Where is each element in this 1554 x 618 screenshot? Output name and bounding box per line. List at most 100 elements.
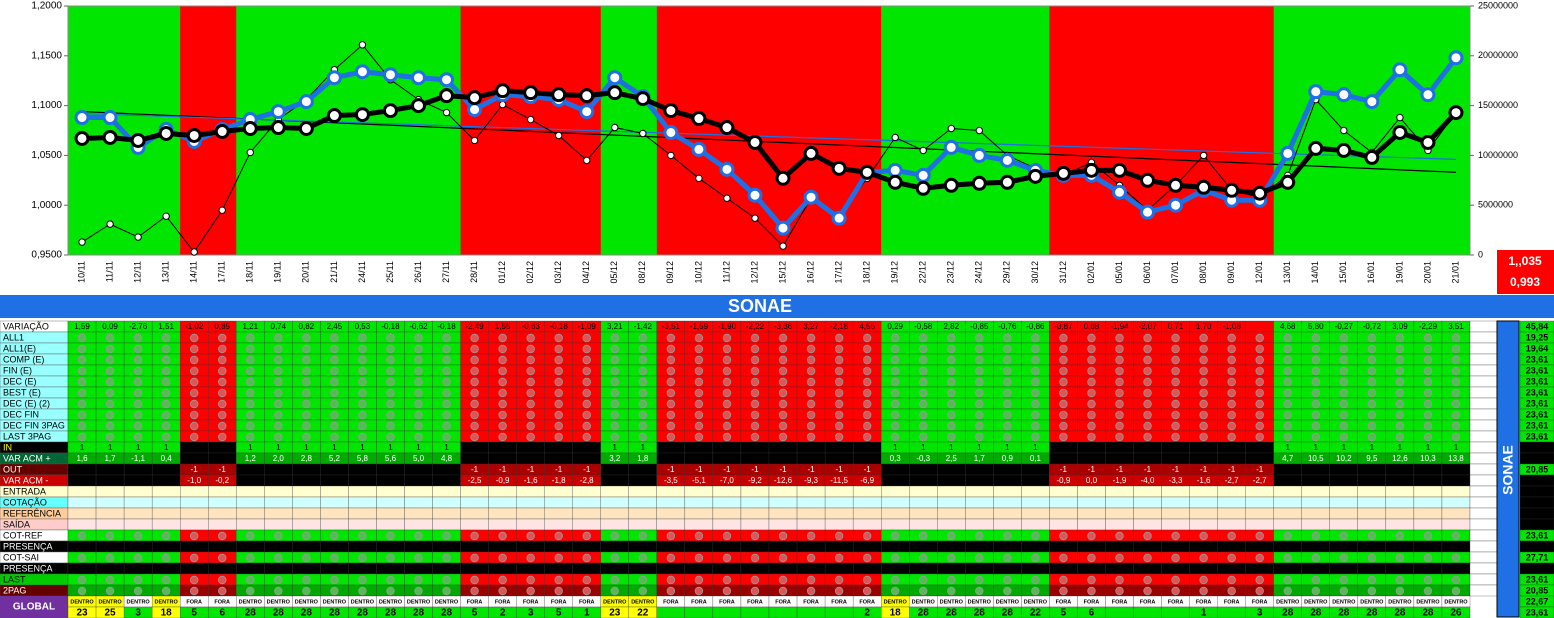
indicator — [1031, 388, 1040, 398]
indicator — [1255, 366, 1264, 376]
indicator — [414, 333, 423, 343]
indicator — [890, 432, 900, 442]
indicator — [414, 575, 423, 585]
table-cell — [1357, 463, 1387, 476]
global-cell — [768, 606, 798, 618]
indicator — [1451, 553, 1461, 563]
indicator — [1115, 553, 1124, 563]
indicator — [246, 388, 255, 398]
variation-value: 3,27 — [803, 322, 819, 331]
data-point — [1448, 105, 1464, 121]
indicator — [1255, 575, 1264, 585]
var-acm-minus-value: -1,9 — [1113, 476, 1127, 485]
indicator — [1255, 531, 1264, 541]
table-cell — [824, 496, 854, 509]
variation-value: 0,53 — [355, 322, 371, 331]
indicator — [610, 553, 619, 563]
row-label: COMP (E) — [3, 354, 44, 364]
var-acm-minus-value: 0,0 — [1086, 476, 1098, 485]
table-cell — [123, 518, 153, 531]
row-label: VARIAÇÃO — [3, 321, 49, 331]
blank-cell — [1469, 397, 1498, 410]
table-cell — [432, 507, 461, 520]
signal-zone — [1301, 6, 1331, 255]
table-cell — [881, 463, 910, 476]
table-cell — [264, 496, 293, 509]
global-value: 3 — [135, 608, 141, 618]
row-total: 23,61 — [1526, 365, 1549, 375]
indicator — [722, 366, 732, 376]
indicator — [1311, 575, 1320, 585]
indicator — [218, 410, 227, 420]
indicator — [1059, 366, 1068, 376]
table-cell — [796, 441, 826, 454]
table-cell — [993, 540, 1022, 553]
indicator — [1367, 421, 1377, 431]
indicator — [302, 366, 311, 376]
table-cell — [348, 474, 377, 487]
indicator — [1339, 355, 1349, 365]
table-cell — [1273, 540, 1302, 553]
total-cell — [1519, 606, 1554, 618]
var-acm-plus-value: 0,9 — [1002, 454, 1014, 463]
row-total: 19,25 — [1526, 332, 1549, 342]
table-cell — [740, 562, 770, 575]
indicator — [133, 586, 143, 596]
indicator — [274, 333, 283, 343]
indicator — [161, 575, 171, 585]
table-cell — [208, 452, 237, 465]
indicator — [470, 333, 479, 343]
indicator — [442, 531, 451, 541]
indicator — [161, 586, 171, 596]
indicator — [105, 355, 115, 365]
table-cell — [1273, 518, 1302, 531]
data-point — [382, 103, 398, 119]
indicator — [1423, 410, 1433, 420]
table-cell — [740, 485, 770, 498]
table-cell — [768, 562, 798, 575]
indicator — [890, 553, 900, 563]
table-cell — [1077, 518, 1106, 531]
total-cell — [1519, 441, 1554, 454]
indicator — [1171, 586, 1180, 596]
indicator — [582, 575, 591, 585]
indicator — [975, 366, 984, 376]
data-point — [358, 41, 367, 49]
table-cell — [1161, 518, 1190, 531]
indicator — [1311, 388, 1320, 398]
indicator — [610, 355, 619, 365]
indicator — [330, 344, 339, 354]
blank-cell — [1469, 507, 1498, 520]
indicator — [105, 344, 115, 354]
table-cell — [320, 474, 349, 487]
indicator — [1311, 366, 1320, 376]
in-value: 1 — [108, 443, 113, 452]
indicator — [1199, 333, 1208, 343]
variation-value: 3,09 — [1392, 322, 1408, 331]
table-cell — [67, 507, 97, 520]
x-tick-label: 13/01 — [1282, 261, 1292, 284]
table-cell — [488, 562, 517, 575]
indicator — [1227, 344, 1236, 354]
data-point — [74, 110, 90, 126]
indicator — [218, 586, 227, 596]
in-value: 1 — [1286, 443, 1291, 452]
indicator — [750, 333, 760, 343]
indicator — [975, 399, 984, 409]
indicator — [1059, 344, 1068, 354]
indicator — [1003, 586, 1012, 596]
table-cell — [1217, 507, 1246, 520]
indicator — [442, 410, 451, 420]
row-label: BEST (E) — [3, 387, 41, 397]
table-cell — [236, 518, 265, 531]
row-total: 23,61 — [1526, 354, 1549, 364]
variation-value: 0,88 — [1084, 322, 1100, 331]
x-tick-label: 04/12 — [581, 261, 591, 284]
blank-cell — [1469, 441, 1498, 454]
indicator — [358, 531, 367, 541]
var-acm-minus-value: -2,8 — [580, 476, 594, 485]
indicator — [526, 586, 535, 596]
table-cell — [1105, 441, 1134, 454]
table-cell — [1105, 518, 1134, 531]
indicator — [778, 432, 788, 442]
